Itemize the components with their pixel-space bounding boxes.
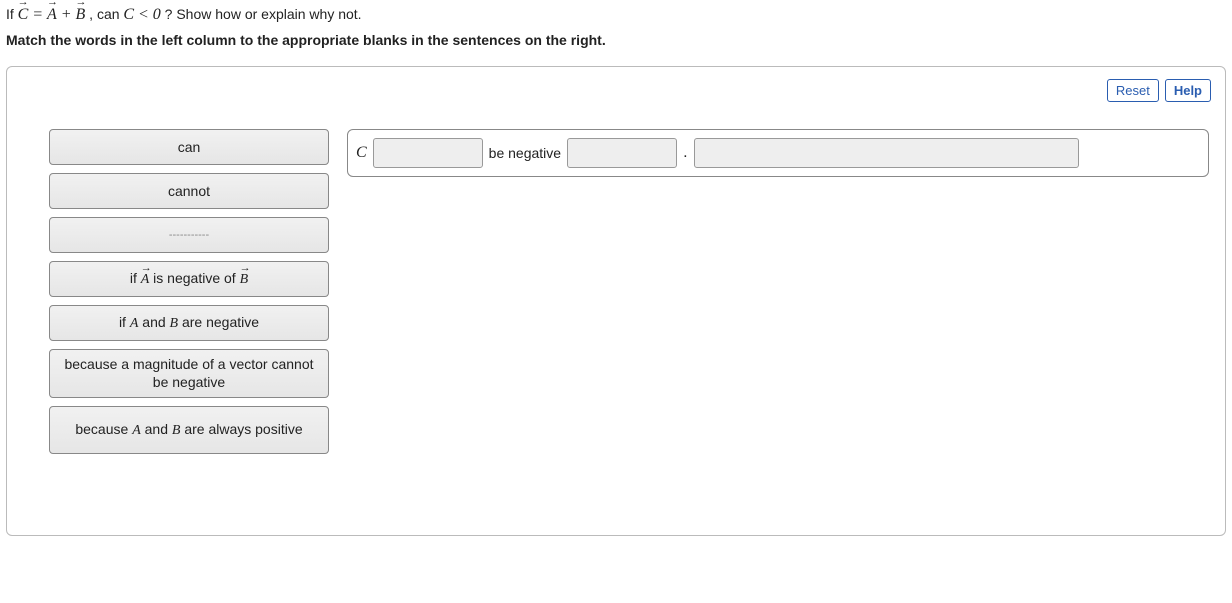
- tile-if-a-neg-b-label: if →A is negative of →B: [130, 270, 248, 288]
- tile-blank-label: -----------: [169, 229, 209, 241]
- tile-blank[interactable]: -----------: [49, 217, 329, 253]
- q-lt: < 0: [138, 6, 161, 23]
- q-suffix: ? Show how or explain why not.: [165, 6, 362, 22]
- q-eq: =: [32, 6, 47, 23]
- sentence: C be negative .: [347, 129, 1209, 177]
- tile-because-positive[interactable]: because A and B are always positive: [49, 406, 329, 454]
- answer-column: C be negative .: [347, 129, 1209, 454]
- drop-slot-2[interactable]: [567, 138, 677, 168]
- reset-button[interactable]: Reset: [1107, 79, 1159, 102]
- tile-because-magnitude[interactable]: because a magnitude of a vector cannot b…: [49, 349, 329, 398]
- q-mid: , can: [89, 6, 123, 22]
- q-plus: +: [61, 6, 76, 23]
- sentence-period: .: [683, 144, 687, 162]
- work-area: can cannot ----------- if →A is negative…: [23, 129, 1209, 454]
- sentence-c: C: [356, 144, 367, 162]
- drop-slot-3[interactable]: [694, 138, 1079, 168]
- tile-can-label: can: [178, 139, 201, 155]
- vec-c: →C: [18, 6, 29, 24]
- instruction-text: Match the words in the left column to th…: [6, 32, 1226, 48]
- tile-cannot[interactable]: cannot: [49, 173, 329, 209]
- tile-cannot-label: cannot: [168, 183, 210, 199]
- tile-because-magnitude-label: because a magnitude of a vector cannot b…: [58, 356, 320, 391]
- tile-can[interactable]: can: [49, 129, 329, 165]
- panel-toolbar: Reset Help: [1107, 79, 1211, 102]
- tile-column: can cannot ----------- if →A is negative…: [49, 129, 329, 454]
- q-prefix: If: [6, 6, 18, 22]
- sentence-mid: be negative: [489, 145, 561, 161]
- question-prompt: If →C = →A + →B , can C < 0 ? Show how o…: [6, 6, 1226, 24]
- matching-panel: Reset Help can cannot ----------- if →A …: [6, 66, 1226, 536]
- tile-because-positive-label: because A and B are always positive: [75, 421, 302, 440]
- drop-slot-1[interactable]: [373, 138, 483, 168]
- tile-if-a-neg-b[interactable]: if →A is negative of →B: [49, 261, 329, 297]
- vec-b: →B: [76, 6, 86, 24]
- tile-if-a-b-neg-label: if A and B are negative: [119, 314, 259, 332]
- tile-if-a-b-neg[interactable]: if A and B are negative: [49, 305, 329, 341]
- help-button[interactable]: Help: [1165, 79, 1211, 102]
- c-italic: C: [123, 6, 134, 23]
- vec-a: →A: [47, 6, 57, 24]
